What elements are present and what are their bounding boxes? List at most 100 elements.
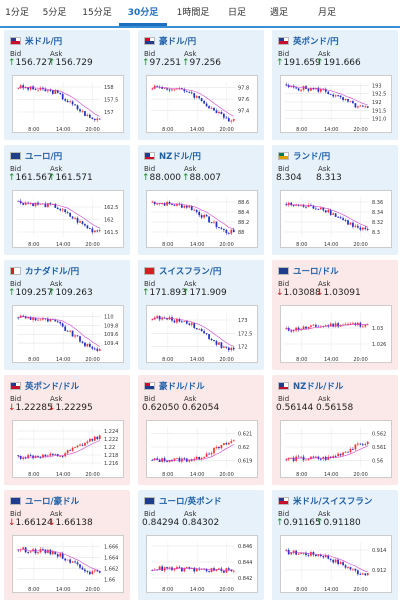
x-tick-label: 8:00 — [162, 242, 173, 248]
tab-5m[interactable]: 5分足 — [42, 8, 67, 18]
x-tick-label: 20:00 — [85, 127, 99, 133]
tab-1mo[interactable]: 月足 — [317, 8, 336, 18]
candle-body — [84, 223, 86, 226]
candle-body — [334, 213, 337, 217]
candle-body — [203, 568, 205, 570]
candle-body — [185, 91, 188, 93]
moving-average-line — [18, 200, 100, 229]
pair-title[interactable]: ユーロ/円 — [25, 152, 63, 162]
x-tick-label: 14:00 — [56, 357, 70, 363]
tab-1d[interactable]: 日足 — [227, 8, 246, 18]
mini-candlestick-chart[interactable]: 8.36 8.34 8.32 8.3 8:00 14:00 20:00 — [280, 190, 392, 248]
rate-card-audjpy[interactable]: 豪ドル/円 Bid Ask ↑97.251 ↑97.256 97.8 97.6 97… — [138, 30, 264, 140]
rate-card-eurusd[interactable]: ユーロ/ドル Bid Ask ↓1.03088 ↓1.03091 1.03 1.0… — [272, 260, 398, 370]
bid-label: Bid — [10, 50, 22, 58]
mini-candlestick-chart[interactable]: 0.914 0.912 8:00 14:00 20:00 — [280, 535, 392, 593]
tab-1w[interactable]: 週足 — [269, 8, 288, 18]
candle-body — [300, 89, 302, 91]
y-tick-label: 172 — [238, 345, 248, 351]
rate-card-audusd[interactable]: 豪ドル/ドル Bid Ask 0.62050 0.62054 0.621 0.62… — [138, 375, 264, 485]
candle-body — [96, 570, 99, 572]
x-tick-label: 8:00 — [162, 357, 173, 363]
y-tick-label: 88.2 — [238, 220, 249, 226]
candle-body — [168, 89, 171, 91]
x-tick-label: 14:00 — [324, 242, 338, 248]
candle-body — [220, 112, 223, 114]
rate-card-euraud[interactable]: ユーロ/豪ドル Bid Ask ↓1.66124 ↓1.66138 1.666 1… — [4, 490, 130, 600]
rate-card-eurgbp[interactable]: ユーロ/英ポンド Bid Ask 0.84294 0.84302 0.846 0.… — [138, 490, 264, 600]
pair-title[interactable]: 米ドル/円 — [25, 37, 63, 47]
rate-card-eurjpy[interactable]: ユーロ/円 Bid Ask ↑161.567 ↑161.571 162.5 162… — [4, 145, 130, 255]
moving-average-line — [286, 203, 368, 228]
rate-card-nzdjpy[interactable]: NZドル/円 Bid Ask ↑88.000 ↑88.007 88.6 88.4 8… — [138, 145, 264, 255]
mini-candlestick-chart[interactable]: 0.562 0.561 0.56 8:00 14:00 20:00 — [280, 420, 392, 478]
pair-title[interactable]: 英ポンド/ドル — [25, 382, 80, 392]
mini-candlestick-chart[interactable]: 88.6 88.4 88.2 88 8:00 14:00 20:00 — [146, 190, 258, 248]
card-header: NZドル/ドル — [278, 379, 343, 393]
candle-body — [166, 567, 168, 569]
pair-title[interactable]: ユーロ/英ポンド — [159, 497, 222, 507]
ca-flag-icon — [10, 267, 21, 275]
tab-1h[interactable]: 1時間足 — [176, 8, 210, 18]
candle-body — [32, 317, 34, 320]
candle-body — [158, 566, 161, 571]
rate-card-cadjpy[interactable]: カナダドル/円 Bid Ask ↑109.257 ↑109.263 110 109… — [4, 260, 130, 370]
mini-candlestick-chart[interactable]: 1.03 1.026 8:00 14:00 20:00 — [280, 305, 392, 363]
mini-candlestick-chart[interactable]: 1.666 1.664 1.662 1.66 8:00 14:00 20:00 — [12, 535, 124, 593]
pair-title[interactable]: ユーロ/豪ドル — [25, 497, 80, 507]
candle-body — [22, 315, 25, 317]
candle-body — [49, 453, 52, 456]
candle-body — [352, 568, 354, 570]
candle-body — [178, 457, 181, 462]
candle-body — [300, 553, 302, 555]
tab-15m[interactable]: 15分足 — [82, 8, 112, 18]
candle-body — [91, 571, 94, 575]
candle-body — [89, 438, 91, 442]
rate-card-gbpjpy[interactable]: 英ポンド/円 Bid Ask ↑191.659 ↑191.666 193 192.… — [272, 30, 398, 140]
pair-title[interactable]: 英ポンド/円 — [293, 37, 339, 47]
rate-card-usdchf[interactable]: 米ドル/スイスフラン Bid Ask ↑0.91165 ↑0.91180 0.9… — [272, 490, 398, 600]
candle-body — [84, 569, 86, 572]
pair-title[interactable]: 豪ドル/円 — [159, 37, 197, 47]
rate-card-chfjpy[interactable]: スイスフラン/円 Bid Ask ↑171.893 ↑171.909 173 17… — [138, 260, 264, 370]
ask-arrow-icon: ↑ — [48, 173, 56, 183]
tab-1m[interactable]: 1分足 — [5, 8, 29, 18]
mini-candlestick-chart[interactable]: 173 172.5 172 8:00 14:00 20:00 — [146, 305, 258, 363]
mini-candlestick-chart[interactable]: 1.224 1.222 1.22 1.218 1.216 8:00 14:00 20:00 — [12, 420, 124, 478]
candle-body — [156, 203, 159, 205]
mini-candlestick-chart[interactable]: 158 157.5 157 8:00 14:00 20:00 — [12, 75, 124, 133]
y-tick-label: 1.026 — [372, 342, 386, 348]
pair-title[interactable]: NZドル/ドル — [293, 382, 344, 392]
pair-title[interactable]: スイスフラン/円 — [159, 267, 222, 277]
mini-candlestick-chart[interactable]: 0.846 0.844 0.842 8:00 14:00 20:00 — [146, 535, 258, 593]
rate-card-zarjpy[interactable]: ランド/円 Bid Ask 8.304 8.313 8.36 8.34 8.32 8.… — [272, 145, 398, 255]
ask-value: ↑156.729 — [48, 58, 93, 68]
candle-body — [47, 318, 49, 322]
rate-card-usdjpy[interactable]: 米ドル/円 Bid Ask ↑156.727 ↑156.729 158 157.5… — [4, 30, 130, 140]
candle-body — [203, 101, 205, 104]
mini-candlestick-chart[interactable]: 110 109.8 109.6 109.4 8:00 14:00 20:00 — [12, 305, 124, 363]
pair-title[interactable]: 米ドル/スイスフラン — [293, 497, 373, 507]
rate-card-nzdusd[interactable]: NZドル/ドル Bid Ask 0.56144 0.56158 0.562 0.5… — [272, 375, 398, 485]
mini-candlestick-chart[interactable]: 0.621 0.62 0.619 8:00 14:00 20:00 — [146, 420, 258, 478]
y-tick-label: 8.3 — [372, 230, 380, 236]
pair-title[interactable]: NZドル/円 — [159, 152, 201, 162]
mini-candlestick-chart[interactable]: 97.8 97.6 97.4 8:00 14:00 20:00 — [146, 75, 258, 133]
candle-body — [74, 561, 76, 563]
candle-body — [230, 120, 233, 122]
candle-body — [200, 457, 203, 460]
x-tick-label: 14:00 — [56, 587, 70, 593]
candle-body — [51, 453, 54, 455]
bid-arrow-icon: ↑ — [8, 58, 16, 68]
pair-title[interactable]: ユーロ/ドル — [293, 267, 339, 277]
ask-value: ↑0.91180 — [316, 518, 361, 528]
mini-candlestick-chart[interactable]: 162.5 162 161.5 8:00 14:00 20:00 — [12, 190, 124, 248]
pair-title[interactable]: ランド/円 — [293, 152, 331, 162]
candle-body — [324, 555, 327, 558]
pair-title[interactable]: 豪ドル/ドル — [159, 382, 205, 392]
mini-candlestick-chart[interactable]: 193 192.5 192 191.5 191.0 8:00 14:00 20:00 — [280, 75, 392, 133]
tab-30m[interactable]: 30分足 — [119, 0, 167, 26]
pair-title[interactable]: カナダドル/円 — [25, 267, 80, 277]
candle-body — [93, 348, 96, 350]
rate-card-gbpusd[interactable]: 英ポンド/ドル Bid Ask ↓1.22285 ↓1.22295 1.224 1… — [4, 375, 130, 485]
